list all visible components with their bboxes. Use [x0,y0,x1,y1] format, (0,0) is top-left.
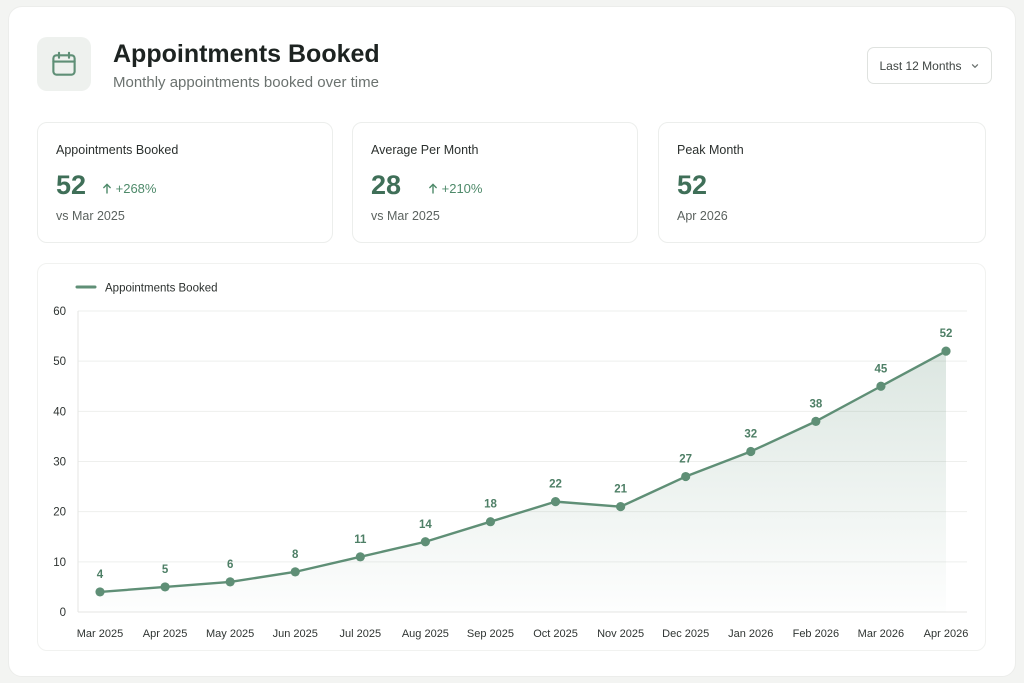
x-tick-label: Mar 2026 [858,628,904,640]
kpi-value: 28 [371,170,402,200]
x-tick-label: Nov 2025 [597,628,644,640]
arrow-up-icon [103,183,111,194]
kpi-card-average-per-month: Average Per Month 28 +210% vs Mar 2025 [352,122,638,243]
data-point [95,587,105,597]
kpi-label: Appointments Booked [56,143,179,157]
data-label: 38 [809,398,822,410]
data-label: 18 [484,499,497,511]
x-tick-label: Sep 2025 [467,628,514,640]
data-point [290,567,300,577]
data-label: 27 [679,454,692,466]
x-tick-label: Mar 2025 [77,628,123,640]
x-tick-label: Oct 2025 [533,628,578,640]
kpi-card-peak-month: Peak Month 52 Apr 2026 [658,122,986,243]
data-label: 22 [549,479,562,491]
y-tick-label: 50 [53,356,66,368]
data-point [160,582,170,592]
chevron-down-icon [971,63,978,68]
x-tick-label: Jan 2026 [728,628,773,640]
y-tick-label: 10 [53,557,66,569]
data-label: 32 [744,428,757,440]
data-point [941,346,951,356]
data-point [225,577,235,587]
chart-panel [37,263,986,651]
data-label: 45 [875,363,888,375]
page-title: Appointments Booked [113,40,380,68]
x-tick-label: Jun 2025 [273,628,318,640]
data-point [355,552,365,562]
data-point [746,446,756,457]
kpi-sub: vs Mar 2025 [56,209,125,223]
data-point [485,517,496,527]
calendar-icon [52,51,76,76]
kpi-sub: vs Mar 2025 [371,209,440,223]
data-point [876,381,886,391]
y-tick-label: 40 [53,406,66,418]
legend-label: Appointments Booked [105,283,218,295]
data-label: 5 [162,564,169,576]
x-tick-label: Apr 2025 [143,628,188,640]
data-point [616,502,626,512]
y-tick-label: 30 [53,457,66,469]
x-tick-label: Feb 2026 [793,628,839,640]
x-tick-label: Dec 2025 [662,628,709,640]
data-point [811,416,821,426]
kpi-card-appointments-booked: Appointments Booked 52 +268% vs Mar 2025 [37,122,333,243]
y-tick-label: 60 [53,306,66,318]
x-tick-label: May 2025 [206,628,254,640]
date-range-label: Last 12 Months [879,58,962,73]
y-tick-label: 0 [60,607,66,619]
y-tick-label: 20 [53,507,66,519]
data-point [681,471,691,482]
kpi-delta-value: +210% [441,181,483,196]
data-point [550,497,561,507]
header-icon-box [37,37,91,91]
kpi-delta-value: +268% [115,181,157,196]
data-label: 14 [419,519,432,531]
data-label: 8 [292,549,299,561]
data-point [420,537,430,547]
kpi-label: Peak Month [677,143,744,157]
arrow-up-icon [429,183,437,194]
series-area [100,351,946,612]
kpi-delta: +268% [102,181,156,196]
page-subtitle: Monthly appointments booked over time [113,74,379,91]
x-tick-label: Jul 2025 [340,628,382,640]
x-tick-label: Apr 2026 [924,628,969,640]
kpi-label: Average Per Month [371,143,479,157]
data-label: 11 [354,534,367,546]
date-range-dropdown[interactable]: Last 12 Months [867,47,992,84]
kpi-value: 52 [56,170,87,200]
series-line [98,349,948,594]
data-label: 52 [940,328,953,340]
data-label: 6 [227,559,233,571]
data-label: 4 [97,569,104,581]
kpi-sub: Apr 2026 [677,209,728,223]
chart-legend: Appointments Booked [75,283,218,295]
data-label: 21 [614,484,627,496]
kpi-value: 52 [677,170,708,200]
kpi-delta: +210% [428,181,482,196]
x-tick-label: Aug 2025 [402,628,449,640]
